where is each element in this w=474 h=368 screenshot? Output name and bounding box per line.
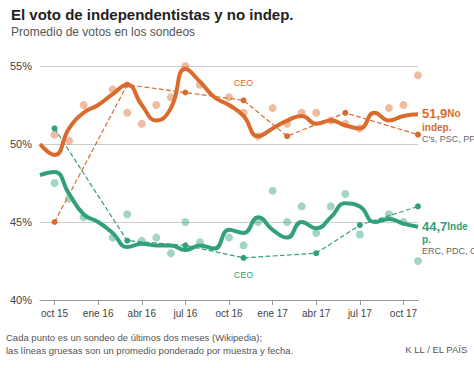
svg-text:Cada punto es un sondeo de últ: Cada punto es un sondeo de últimos dos m… — [6, 332, 262, 343]
svg-text:No: No — [447, 108, 463, 119]
svg-text:las líneas gruesas son un prom: las líneas gruesas son un promedio ponde… — [6, 345, 293, 356]
svg-text:p.: p. — [422, 234, 431, 245]
svg-text:Inde: Inde — [447, 221, 468, 232]
svg-text:oct 17: oct 17 — [390, 308, 418, 319]
svg-text:50%: 50% — [10, 138, 32, 150]
svg-text:jul 16: jul 16 — [172, 308, 197, 319]
svg-text:44,7: 44,7 — [422, 219, 447, 234]
svg-text:51,9: 51,9 — [422, 106, 447, 121]
svg-text:jul 17: jul 17 — [347, 308, 372, 319]
svg-text:Promedio de votos en los sonde: Promedio de votos en los sondeos — [11, 25, 195, 39]
svg-text:indep.: indep. — [422, 122, 452, 133]
svg-text:oct 16: oct 16 — [215, 308, 243, 319]
svg-text:CEO: CEO — [234, 270, 254, 280]
svg-text:El voto de independentistas y: El voto de independentistas y no indep. — [11, 6, 294, 23]
svg-text:abr 16: abr 16 — [128, 308, 157, 319]
svg-text:45%: 45% — [10, 216, 32, 228]
svg-text:ene 16: ene 16 — [83, 308, 114, 319]
svg-text:55%: 55% — [10, 60, 32, 72]
svg-text:40%: 40% — [10, 294, 32, 306]
svg-text:oct 15: oct 15 — [41, 308, 69, 319]
svg-text:C's, PSC, PP, Unió, CSQP: C's, PSC, PP, Unió, CSQP — [422, 134, 474, 144]
svg-text:ene 17: ene 17 — [257, 308, 288, 319]
svg-text:K LL / EL PAÍS: K LL / EL PAÍS — [405, 344, 467, 355]
svg-text:ERC, PDC, CUP: ERC, PDC, CUP — [422, 246, 474, 256]
svg-text:abr 17: abr 17 — [302, 308, 331, 319]
svg-text:CEO: CEO — [234, 78, 254, 88]
